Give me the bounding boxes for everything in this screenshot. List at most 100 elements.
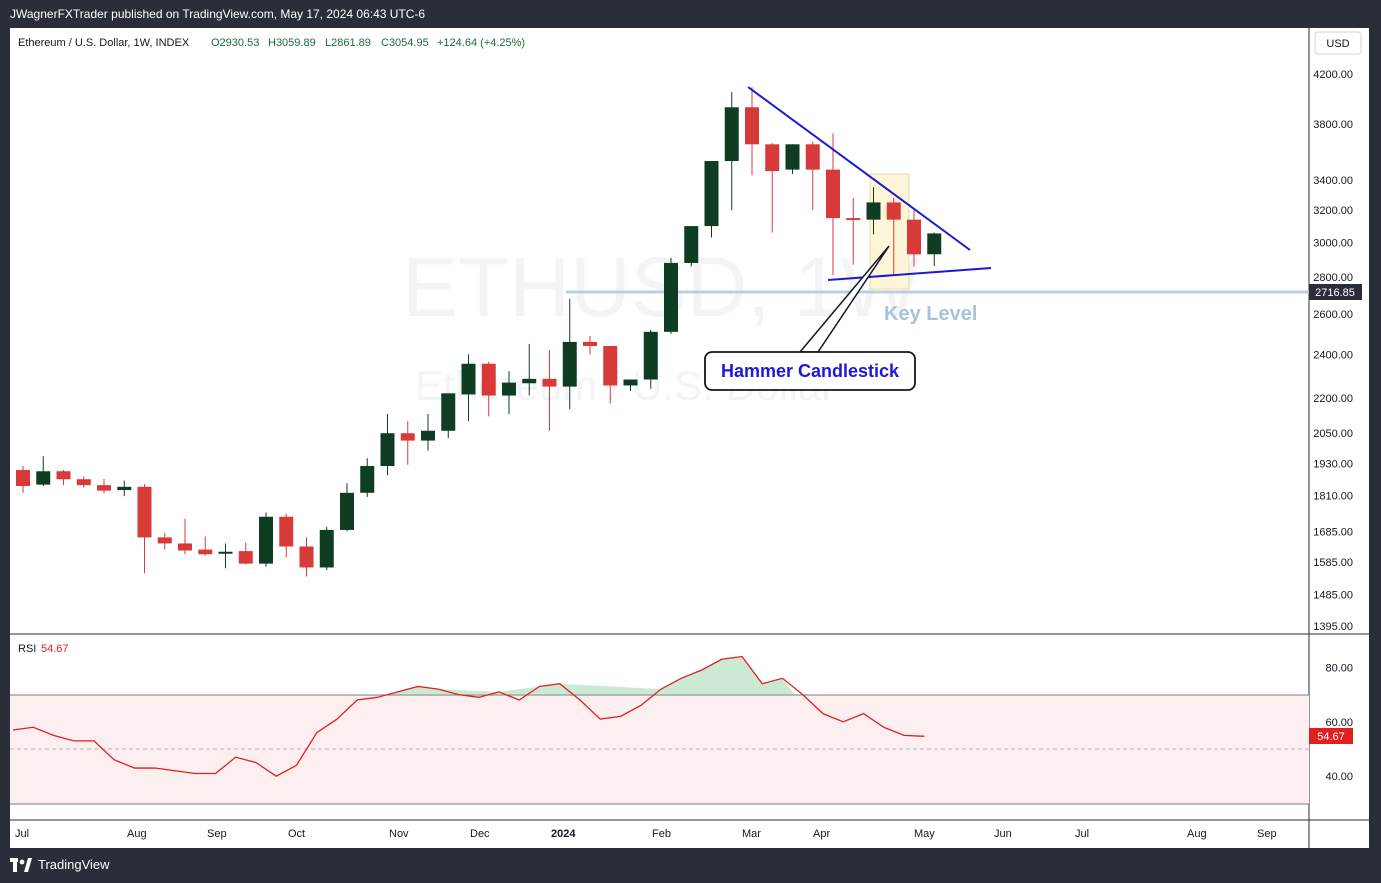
candle-body [502, 382, 516, 396]
price-tick-label: 1685.00 [1313, 526, 1353, 538]
candle-body [340, 492, 354, 530]
price-tick-label: 2800.00 [1313, 272, 1353, 284]
publish-info: JWagnerFXTrader published on TradingView… [10, 7, 426, 21]
candle-body [907, 219, 921, 255]
candle-body [684, 226, 699, 263]
rsi-tick-label: 40.00 [1325, 771, 1353, 783]
rsi-axis: 80.00 60.00 40.00 [1325, 662, 1353, 783]
rsi-line [12, 655, 925, 777]
candle-body [846, 218, 861, 221]
price-tick-label: 3200.00 [1313, 205, 1353, 217]
time-tick-label: May [914, 828, 935, 840]
price-tick-label: 3000.00 [1313, 238, 1353, 250]
candle-body [643, 331, 658, 380]
rsi-label: RSI [18, 643, 36, 655]
candle-body [400, 433, 415, 441]
candle-body [866, 202, 881, 220]
candle-body [380, 433, 395, 467]
price-tick-label: 1930.00 [1313, 458, 1353, 470]
candle-body [178, 543, 192, 551]
legend-open: O2930.53 [211, 37, 259, 49]
candle-body [765, 144, 780, 172]
candle-body [886, 202, 901, 220]
chart-panel[interactable]: ETHUSD, 1W Ethereum / U.S. Dollar Ethere… [10, 28, 1369, 848]
price-tick-label: 1485.00 [1313, 590, 1353, 602]
candle-body [238, 551, 253, 564]
candle-body [56, 471, 71, 480]
time-tick-label: Feb [652, 828, 671, 840]
hammer-highlight [869, 173, 910, 290]
time-tick-label: Apr [813, 828, 830, 840]
candles [16, 87, 942, 577]
legend-low: L2861.89 [325, 37, 371, 49]
key-level-price: 2716.85 [1315, 287, 1355, 299]
candle-body [117, 486, 132, 491]
legend-change: +124.64 (+4.25%) [437, 37, 525, 49]
key-level-label: Key Level [884, 303, 977, 325]
time-tick-label: Mar [742, 828, 761, 840]
time-tick-label: Jun [994, 828, 1012, 840]
time-tick-label: 2024 [551, 828, 576, 840]
price-tick-label: 3400.00 [1313, 175, 1353, 187]
footer-bar: TradingView [0, 848, 1381, 883]
time-tick-label: Jul [1075, 828, 1089, 840]
rsi-value-axis: 54.67 [1317, 731, 1345, 743]
candle-body [97, 485, 111, 491]
price-tick-label: 1810.00 [1313, 491, 1353, 503]
candle-body [542, 378, 557, 387]
candle-body [16, 469, 30, 486]
time-tick-label: Jul [15, 828, 29, 840]
key-level-price-box [1309, 284, 1362, 300]
candle-body [259, 516, 273, 564]
time-axis: Jul Aug Sep Oct Nov Dec 2024 Feb Mar Apr May Jun Jul… [15, 828, 1277, 840]
price-tick-label: 2600.00 [1313, 309, 1353, 321]
tradingview-logo[interactable]: TradingView [10, 857, 110, 872]
price-tick-label: 1585.00 [1313, 557, 1353, 569]
rsi-value-box [1309, 728, 1353, 744]
candle-body [785, 144, 800, 170]
candle-body [745, 107, 759, 145]
candle-body [319, 529, 334, 568]
callout-text: Hammer Candlestick [721, 361, 900, 381]
price-tick-label: 2200.00 [1313, 393, 1353, 405]
currency-button[interactable] [1314, 31, 1362, 55]
candle-body [137, 486, 152, 538]
price-tick-label: 4200.00 [1313, 69, 1353, 81]
rsi-tick-label: 60.00 [1325, 717, 1353, 729]
candle-body [583, 341, 597, 346]
candle-body [421, 430, 435, 441]
candle-body [441, 393, 456, 431]
candle-body [522, 378, 537, 384]
time-tick-label: Sep [1257, 828, 1277, 840]
currency-label: USD [1326, 38, 1349, 50]
candle-body [623, 379, 638, 386]
price-tick-label: 1395.00 [1313, 621, 1353, 633]
footer-brand: TradingView [38, 857, 110, 872]
support-trendline [827, 267, 992, 281]
candle-body [704, 161, 719, 227]
candle-body [36, 471, 51, 485]
rsi-value-legend: 54.67 [41, 643, 69, 655]
rsi-tick-label: 80.00 [1325, 662, 1353, 674]
candle-body [562, 341, 577, 387]
time-tick-label: Dec [470, 828, 490, 840]
chart-svg[interactable]: ETHUSD, 1W Ethereum / U.S. Dollar Ethere… [10, 28, 1369, 848]
candle-body [927, 233, 942, 255]
time-tick-label: Aug [127, 828, 147, 840]
price-axis: 4200.00 3800.00 3400.00 3200.00 3000.00 2800.… [1313, 69, 1353, 633]
rsi-overbought-fill [385, 656, 795, 695]
descending-trendline [747, 86, 971, 251]
price-tick-label: 2050.00 [1313, 428, 1353, 440]
time-tick-label: Aug [1187, 828, 1207, 840]
time-tick-label: Nov [389, 828, 409, 840]
candle-body [76, 479, 91, 486]
callout-box [704, 351, 916, 391]
time-tick-label: Oct [288, 828, 305, 840]
legend-close: C3054.95 [381, 37, 429, 49]
candle-body [299, 546, 314, 568]
rsi-series [12, 655, 925, 777]
publish-header: JWagnerFXTrader published on TradingView… [0, 0, 1381, 28]
candle-body [198, 549, 213, 555]
candle-body [724, 107, 739, 162]
candle-body [360, 466, 375, 493]
